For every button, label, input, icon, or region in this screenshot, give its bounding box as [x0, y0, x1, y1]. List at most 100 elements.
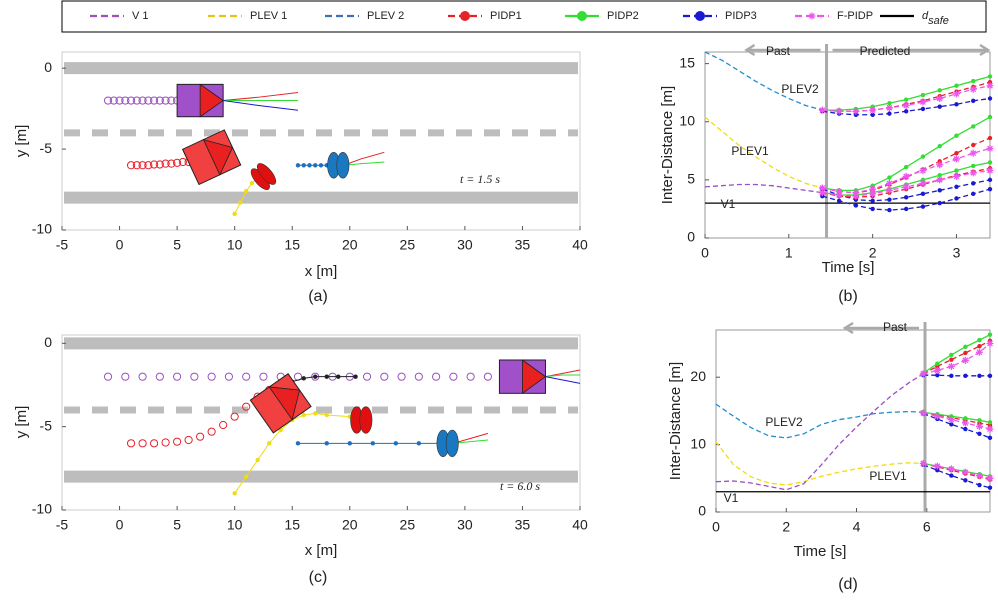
y-tick-label: -5 [40, 417, 53, 433]
vehicle-front [522, 359, 547, 395]
point [975, 422, 983, 430]
point [324, 441, 329, 446]
point [935, 372, 940, 378]
point [887, 111, 892, 116]
point [695, 11, 705, 21]
x-tick-label: 0 [116, 237, 124, 253]
series-line [223, 91, 299, 102]
point [397, 372, 406, 381]
series-line [715, 441, 924, 486]
point [887, 100, 892, 106]
x-axis-label: Time [s] [822, 259, 875, 276]
y-tick-label: 0 [44, 334, 52, 350]
point [887, 207, 892, 213]
x-tick-label: 1 [785, 245, 793, 261]
point [963, 344, 968, 350]
point [219, 420, 228, 430]
series-line [822, 188, 991, 211]
point [935, 468, 940, 473]
point [977, 482, 982, 488]
point [161, 159, 170, 168]
point [255, 457, 260, 463]
point [963, 373, 968, 379]
point [986, 144, 994, 152]
vehicle [181, 129, 242, 186]
point [987, 114, 993, 120]
series-line [343, 161, 385, 166]
point [933, 412, 941, 420]
point [138, 161, 147, 170]
vehicle [350, 406, 373, 434]
point [885, 179, 893, 187]
point [414, 372, 423, 381]
point [903, 97, 909, 102]
point [987, 96, 993, 101]
y-tick-label: 0 [687, 229, 695, 245]
point [232, 211, 237, 217]
point [138, 439, 147, 448]
arrow [842, 321, 920, 335]
point [987, 135, 993, 141]
x-tick-label: 5 [173, 517, 181, 533]
point [986, 82, 994, 90]
caption: (c) [309, 569, 328, 586]
annotation: t = 6.0 s [500, 479, 540, 493]
legend-label-main: PIDP1 [490, 10, 522, 22]
annotation: V1 [724, 491, 739, 505]
x-axis-label: x [m] [305, 542, 338, 559]
x-tick-label: 15 [284, 237, 300, 253]
x-tick-label: 15 [284, 517, 300, 533]
point [954, 133, 959, 138]
point [466, 372, 475, 381]
series-line [234, 412, 350, 494]
point [920, 191, 926, 197]
point [313, 374, 318, 379]
point [986, 425, 994, 433]
point [318, 163, 324, 168]
y-tick-label: 10 [679, 112, 695, 128]
point [902, 183, 910, 191]
y-tick-label: 0 [698, 503, 706, 519]
series-line [545, 374, 580, 378]
y-tick-label: 5 [687, 171, 695, 187]
point [961, 356, 969, 364]
annotation: PLEV2 [765, 415, 803, 429]
vehicle [436, 429, 459, 457]
point [936, 95, 944, 102]
point [936, 176, 944, 184]
x-tick-label: 40 [572, 237, 588, 253]
arrow [832, 43, 991, 57]
point [307, 163, 312, 168]
point [947, 362, 955, 370]
point [138, 96, 147, 105]
annotation: Predicted [860, 44, 911, 58]
legend-label: PIDP3 [725, 10, 757, 22]
vehicle-front [268, 386, 301, 421]
series-line [453, 439, 488, 444]
series-line [715, 373, 924, 491]
vehicle-wheel [336, 152, 350, 179]
x-tick-label: 4 [853, 519, 861, 535]
point [103, 96, 113, 105]
point [324, 412, 329, 418]
point [173, 372, 182, 381]
point [961, 419, 969, 427]
point [835, 191, 843, 199]
point [937, 88, 942, 93]
x-tick-label: 35 [515, 517, 531, 533]
point [987, 160, 993, 165]
x-tick-label: 20 [342, 517, 358, 533]
annotation: Past [883, 320, 908, 334]
y-tick-label: 20 [690, 368, 706, 384]
series-line [704, 51, 823, 111]
point [353, 374, 358, 379]
point [987, 332, 993, 337]
point [961, 468, 969, 476]
y-axis-label: y [m] [13, 406, 30, 439]
point [885, 104, 893, 112]
legend-label-main: V 1 [132, 10, 149, 22]
point [115, 96, 124, 105]
point [243, 188, 249, 194]
point [919, 179, 927, 187]
series-line [223, 100, 299, 111]
